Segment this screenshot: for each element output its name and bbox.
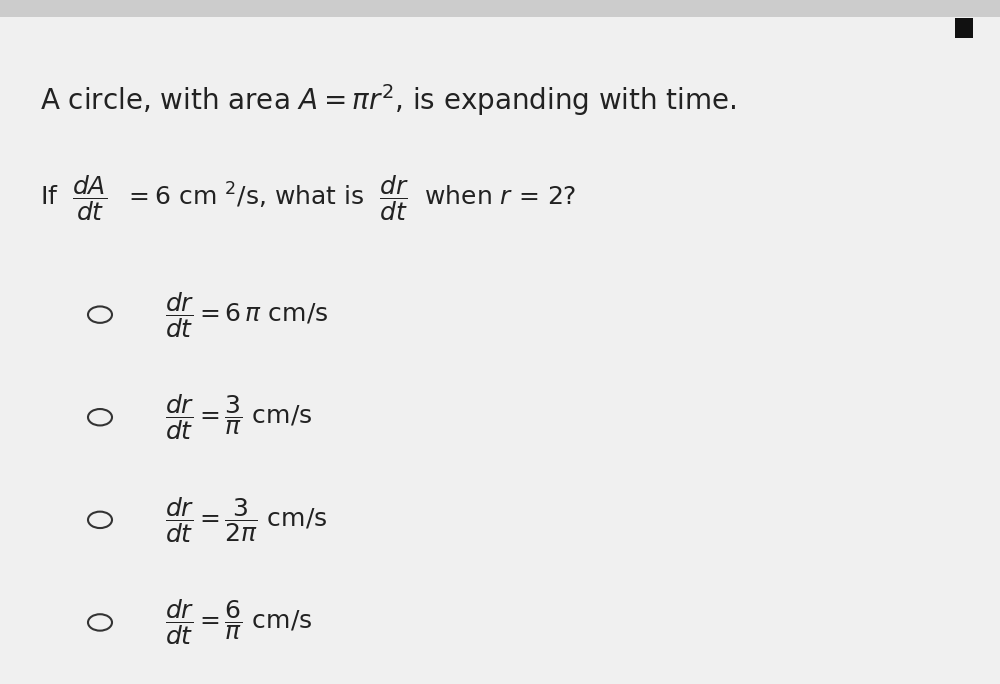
Text: $\dfrac{dr}{dt} = \dfrac{3}{2\pi}$ cm/s: $\dfrac{dr}{dt} = \dfrac{3}{2\pi}$ cm/s [165,495,327,544]
Text: $\dfrac{dr}{dt} = \dfrac{3}{\pi}$ cm/s: $\dfrac{dr}{dt} = \dfrac{3}{\pi}$ cm/s [165,393,312,442]
Text: A circle, with area $A = \pi r^2$, is expanding with time.: A circle, with area $A = \pi r^2$, is ex… [40,82,736,118]
Text: $\dfrac{dr}{dt} = \dfrac{6}{\pi}$ cm/s: $\dfrac{dr}{dt} = \dfrac{6}{\pi}$ cm/s [165,598,312,647]
Text: If  $\dfrac{dA}{dt}$  $= 6$ cm $^2$/s, what is  $\dfrac{dr}{dt}$  when $r$ = 2?: If $\dfrac{dA}{dt}$ $= 6$ cm $^2$/s, wha… [40,174,576,223]
Text: $\dfrac{dr}{dt} = 6\,\pi$ cm/s: $\dfrac{dr}{dt} = 6\,\pi$ cm/s [165,290,328,339]
FancyBboxPatch shape [0,0,1000,17]
FancyBboxPatch shape [955,18,973,38]
